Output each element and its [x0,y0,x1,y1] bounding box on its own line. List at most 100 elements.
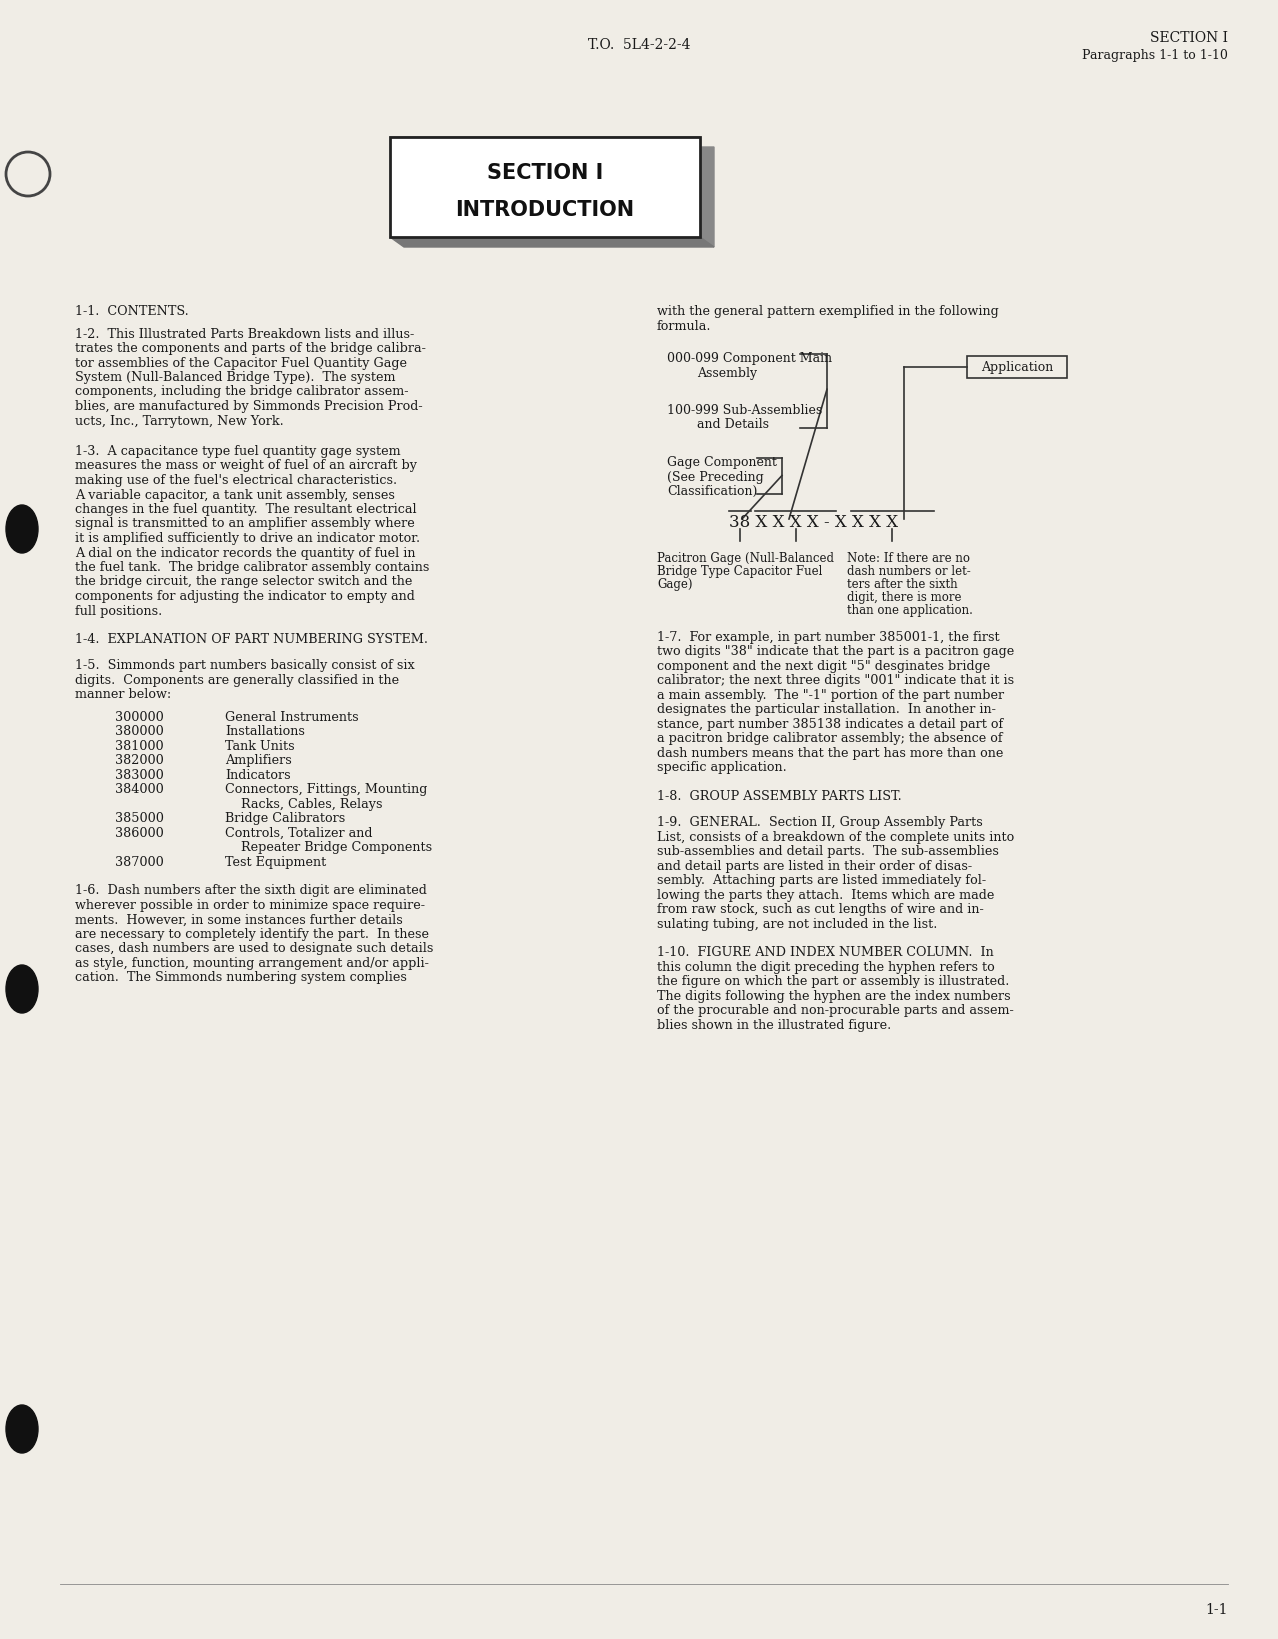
Text: wherever possible in order to minimize space require-: wherever possible in order to minimize s… [75,898,426,911]
Text: Racks, Cables, Relays: Racks, Cables, Relays [225,798,382,811]
Polygon shape [390,138,714,247]
Text: 1-1.  CONTENTS.: 1-1. CONTENTS. [75,305,189,318]
Text: specific application.: specific application. [657,760,787,774]
Text: a pacitron bridge calibrator assembly; the absence of: a pacitron bridge calibrator assembly; t… [657,733,1003,746]
Text: a main assembly.  The "-1" portion of the part number: a main assembly. The "-1" portion of the… [657,688,1005,701]
Text: stance, part number 385138 indicates a detail part of: stance, part number 385138 indicates a d… [657,718,1003,731]
Text: ments.  However, in some instances further details: ments. However, in some instances furthe… [75,913,403,926]
Text: sub-assemblies and detail parts.  The sub-assemblies: sub-assemblies and detail parts. The sub… [657,846,999,857]
Text: digits.  Components are generally classified in the: digits. Components are generally classif… [75,674,399,687]
Text: 383000: 383000 [115,769,164,782]
Text: T.O.  5L4-2-2-4: T.O. 5L4-2-2-4 [588,38,690,52]
Text: Classification): Classification) [667,485,758,498]
Text: Application: Application [982,361,1053,374]
Text: 1-9.  GENERAL.  Section II, Group Assembly Parts: 1-9. GENERAL. Section II, Group Assembly… [657,816,983,829]
Text: 100-999 Sub-Assemblies: 100-999 Sub-Assemblies [667,403,822,416]
Text: General Instruments: General Instruments [225,711,359,723]
Text: Gage Component: Gage Component [667,456,777,469]
Text: 1-1: 1-1 [1205,1601,1228,1616]
Text: components, including the bridge calibrator assem-: components, including the bridge calibra… [75,385,409,398]
Text: manner below:: manner below: [75,688,171,701]
Text: 1-4.  EXPLANATION OF PART NUMBERING SYSTEM.: 1-4. EXPLANATION OF PART NUMBERING SYSTE… [75,633,428,646]
Ellipse shape [6,1405,38,1454]
Text: blies shown in the illustrated figure.: blies shown in the illustrated figure. [657,1018,891,1031]
Text: 1-7.  For example, in part number 385001-1, the first: 1-7. For example, in part number 385001-… [657,631,999,644]
Text: the figure on which the part or assembly is illustrated.: the figure on which the part or assembly… [657,975,1010,988]
Text: 1-8.  GROUP ASSEMBLY PARTS LIST.: 1-8. GROUP ASSEMBLY PARTS LIST. [657,790,902,803]
Text: the bridge circuit, the range selector switch and the: the bridge circuit, the range selector s… [75,575,413,588]
Circle shape [6,152,50,197]
Text: 1-3.  A capacitance type fuel quantity gage system: 1-3. A capacitance type fuel quantity ga… [75,444,400,457]
Text: System (Null-Balanced Bridge Type).  The system: System (Null-Balanced Bridge Type). The … [75,370,395,384]
Text: Gage): Gage) [657,577,693,590]
Text: Tank Units: Tank Units [225,739,295,752]
Text: making use of the fuel's electrical characteristics.: making use of the fuel's electrical char… [75,474,397,487]
Text: Bridge Calibrators: Bridge Calibrators [225,811,345,824]
Text: and detail parts are listed in their order of disas-: and detail parts are listed in their ord… [657,859,973,872]
Text: dash numbers or let-: dash numbers or let- [847,565,971,577]
Text: designates the particular installation.  In another in-: designates the particular installation. … [657,703,996,716]
Text: 1-10.  FIGURE AND INDEX NUMBER COLUMN.  In: 1-10. FIGURE AND INDEX NUMBER COLUMN. In [657,946,994,959]
Text: this column the digit preceding the hyphen refers to: this column the digit preceding the hyph… [657,960,994,974]
Text: tor assemblies of the Capacitor Fuel Quantity Gage: tor assemblies of the Capacitor Fuel Qua… [75,356,406,369]
Text: Repeater Bridge Components: Repeater Bridge Components [225,841,432,854]
Text: changes in the fuel quantity.  The resultant electrical: changes in the fuel quantity. The result… [75,503,417,516]
Text: 1-6.  Dash numbers after the sixth digit are eliminated: 1-6. Dash numbers after the sixth digit … [75,883,427,897]
Text: measures the mass or weight of fuel of an aircraft by: measures the mass or weight of fuel of a… [75,459,417,472]
Text: lowing the parts they attach.  Items which are made: lowing the parts they attach. Items whic… [657,888,994,901]
Text: ters after the sixth: ters after the sixth [847,577,957,590]
Text: than one application.: than one application. [847,603,973,616]
Text: Amplifiers: Amplifiers [225,754,291,767]
Text: it is amplified sufficiently to drive an indicator motor.: it is amplified sufficiently to drive an… [75,531,420,544]
Text: Bridge Type Capacitor Fuel: Bridge Type Capacitor Fuel [657,565,822,577]
Text: as style, function, mounting arrangement and/or appli-: as style, function, mounting arrangement… [75,957,429,969]
Text: SECTION I: SECTION I [1150,31,1228,44]
Text: 38 X X X X - X X X X: 38 X X X X - X X X X [728,513,898,531]
Ellipse shape [6,506,38,554]
Text: A variable capacitor, a tank unit assembly, senses: A variable capacitor, a tank unit assemb… [75,488,395,502]
Bar [967,357,1067,379]
Text: formula.: formula. [657,320,712,333]
Text: component and the next digit "5" desginates bridge: component and the next digit "5" desgina… [657,659,990,672]
Text: blies, are manufactured by Simmonds Precision Prod-: blies, are manufactured by Simmonds Prec… [75,400,423,413]
Text: the fuel tank.  The bridge calibrator assembly contains: the fuel tank. The bridge calibrator ass… [75,561,429,574]
Text: 1-5.  Simmonds part numbers basically consist of six: 1-5. Simmonds part numbers basically con… [75,659,415,672]
Text: Connectors, Fittings, Mounting: Connectors, Fittings, Mounting [225,783,427,797]
Text: Indicators: Indicators [225,769,290,782]
Text: calibrator; the next three digits "001" indicate that it is: calibrator; the next three digits "001" … [657,674,1015,687]
Text: digit, there is more: digit, there is more [847,590,961,603]
Text: 380000: 380000 [115,724,164,738]
Text: ucts, Inc., Tarrytown, New York.: ucts, Inc., Tarrytown, New York. [75,415,284,428]
Text: SECTION I: SECTION I [487,162,603,184]
Text: 387000: 387000 [115,856,164,869]
Text: trates the components and parts of the bridge calibra-: trates the components and parts of the b… [75,343,426,354]
Text: 300000: 300000 [115,711,164,723]
Text: The digits following the hyphen are the index numbers: The digits following the hyphen are the … [657,990,1011,1003]
Text: Controls, Totalizer and: Controls, Totalizer and [225,826,372,839]
Text: 1-2.  This Illustrated Parts Breakdown lists and illus-: 1-2. This Illustrated Parts Breakdown li… [75,328,414,341]
Text: Test Equipment: Test Equipment [225,856,326,869]
Text: Assembly: Assembly [697,365,757,379]
Text: 000-099 Component Main: 000-099 Component Main [667,352,832,365]
Text: cases, dash numbers are used to designate such details: cases, dash numbers are used to designat… [75,942,433,956]
Text: are necessary to completely identify the part.  In these: are necessary to completely identify the… [75,928,429,941]
Bar [390,138,700,238]
Text: 381000: 381000 [115,739,164,752]
Text: with the general pattern exemplified in the following: with the general pattern exemplified in … [657,305,998,318]
Text: full positions.: full positions. [75,605,162,618]
Text: two digits "38" indicate that the part is a pacitron gage: two digits "38" indicate that the part i… [657,646,1015,659]
Text: components for adjusting the indicator to empty and: components for adjusting the indicator t… [75,590,415,603]
Text: from raw stock, such as cut lengths of wire and in-: from raw stock, such as cut lengths of w… [657,903,984,916]
Text: dash numbers means that the part has more than one: dash numbers means that the part has mor… [657,746,1003,759]
Text: 382000: 382000 [115,754,164,767]
Text: List, consists of a breakdown of the complete units into: List, consists of a breakdown of the com… [657,831,1015,844]
Ellipse shape [6,965,38,1013]
Text: Installations: Installations [225,724,305,738]
Text: INTRODUCTION: INTRODUCTION [455,200,635,220]
Text: of the procurable and non-procurable parts and assem-: of the procurable and non-procurable par… [657,1003,1013,1016]
Text: and Details: and Details [697,418,769,431]
Text: (See Preceding: (See Preceding [667,470,764,484]
Text: 386000: 386000 [115,826,164,839]
Polygon shape [390,238,714,247]
Text: sembly.  Attaching parts are listed immediately fol-: sembly. Attaching parts are listed immed… [657,874,987,887]
